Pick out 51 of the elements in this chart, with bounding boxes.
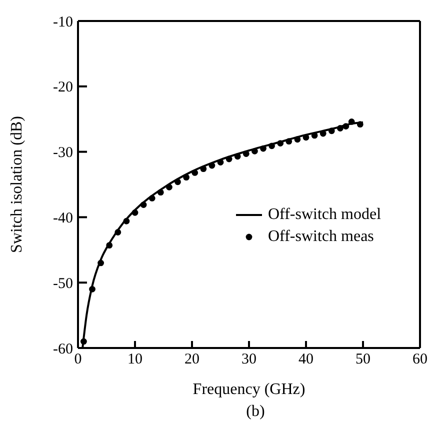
x-tick-label: 20: [184, 352, 200, 368]
y-tick-label: -30: [53, 145, 73, 162]
legend-label: Off-switch model: [268, 205, 382, 225]
point: [286, 138, 292, 145]
point: [183, 174, 190, 181]
point: [106, 242, 113, 249]
point: [348, 118, 355, 125]
point: [260, 145, 266, 152]
point: [114, 229, 122, 236]
point: [311, 132, 318, 139]
point: [277, 140, 284, 146]
x-tick-label: 60: [412, 352, 428, 368]
x-tick-label: 30: [242, 352, 256, 368]
point: [342, 123, 350, 130]
point: [226, 156, 232, 162]
y-tick-label: -20: [53, 80, 73, 96]
point: [268, 142, 275, 150]
point: [157, 189, 164, 196]
point: [192, 170, 198, 176]
y-tick-label: -60: [53, 341, 73, 358]
point: [294, 136, 301, 143]
x-tick-label: 10: [128, 352, 142, 368]
point: [98, 260, 104, 266]
y-tick-label: -10: [53, 14, 73, 30]
point: [252, 148, 258, 154]
x-tick-label: 40: [298, 352, 314, 368]
point: [123, 218, 130, 224]
x-tick-label: 0: [74, 352, 82, 368]
x-axis-title: Frequency (GHz): [192, 381, 306, 398]
point: [242, 150, 250, 157]
point: [140, 202, 147, 208]
x-tick-label: 50: [356, 352, 370, 368]
point: [174, 178, 181, 186]
point: [328, 128, 335, 134]
legend-label: Off-switch meas: [268, 227, 374, 247]
y-tick-label: -40: [53, 210, 73, 227]
y-axis-title: Switch isolation (dB): [8, 116, 26, 253]
point: [89, 286, 96, 292]
point: [356, 121, 364, 128]
point: [132, 209, 138, 216]
point: [148, 195, 156, 202]
point: [302, 134, 310, 141]
point: [217, 159, 224, 166]
point: [234, 153, 241, 160]
text: (b): [245, 403, 266, 421]
point: [337, 125, 344, 132]
point: [200, 166, 207, 172]
y-tick-label: -50: [53, 276, 73, 292]
point: [208, 162, 216, 169]
point: [80, 338, 87, 345]
point: [166, 184, 172, 190]
